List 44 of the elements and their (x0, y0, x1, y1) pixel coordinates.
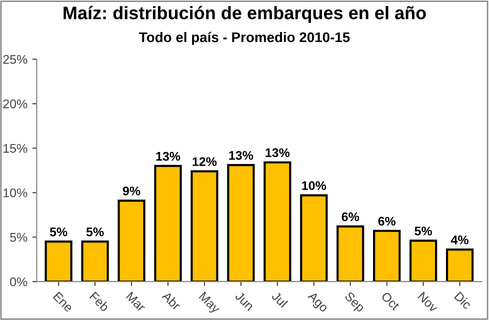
x-tick-label: Sep (342, 291, 366, 314)
data-label: 10% (302, 181, 326, 190)
chart-subtitle: Todo el país - Promedio 2010-15 (139, 32, 350, 45)
x-tick-label: Feb (89, 291, 110, 312)
x-tick-label: Nov (418, 292, 439, 313)
data-label: 5% (50, 228, 68, 236)
bar (336, 225, 364, 282)
bar (190, 170, 218, 282)
x-tick-label: Ago (306, 290, 329, 314)
bar (154, 164, 182, 282)
chart-title: Maíz: distribución de embarques en el año (64, 6, 426, 23)
data-label: 4% (450, 236, 468, 244)
data-label: 6% (378, 216, 396, 226)
bar (227, 164, 255, 282)
x-tick-label: Ene (52, 292, 74, 312)
x-tick-label: Oct (380, 291, 400, 311)
x-tick-label: Dic (454, 291, 472, 310)
x-tick-label: Jul (271, 290, 288, 308)
data-label: 13% (266, 148, 290, 158)
data-label: 12% (192, 157, 217, 166)
bar (81, 240, 109, 282)
data-label: 9% (122, 186, 140, 196)
y-tick-label: 25% (3, 55, 28, 64)
y-tick-label: 15% (4, 144, 28, 153)
data-label: 13% (156, 152, 180, 161)
data-label: 5% (414, 226, 432, 236)
bar (300, 194, 328, 282)
data-label: 5% (86, 228, 104, 236)
data-label: 13% (229, 150, 254, 160)
bar (446, 248, 474, 282)
x-tick-label: Mar (126, 292, 146, 312)
y-tick-label: 10% (4, 188, 28, 198)
x-tick-label: Abr (162, 290, 182, 311)
y-tick-label: 20% (3, 99, 28, 108)
bar (44, 240, 72, 282)
bar (409, 240, 438, 282)
x-tick-label: Jun (234, 291, 254, 311)
bar (264, 161, 292, 282)
data-label: 6% (342, 212, 360, 222)
bar (373, 230, 401, 282)
y-tick-label: 5% (10, 232, 28, 242)
y-tick-label: 0% (10, 277, 28, 286)
bar (118, 200, 146, 282)
x-tick-label: May (196, 292, 221, 316)
